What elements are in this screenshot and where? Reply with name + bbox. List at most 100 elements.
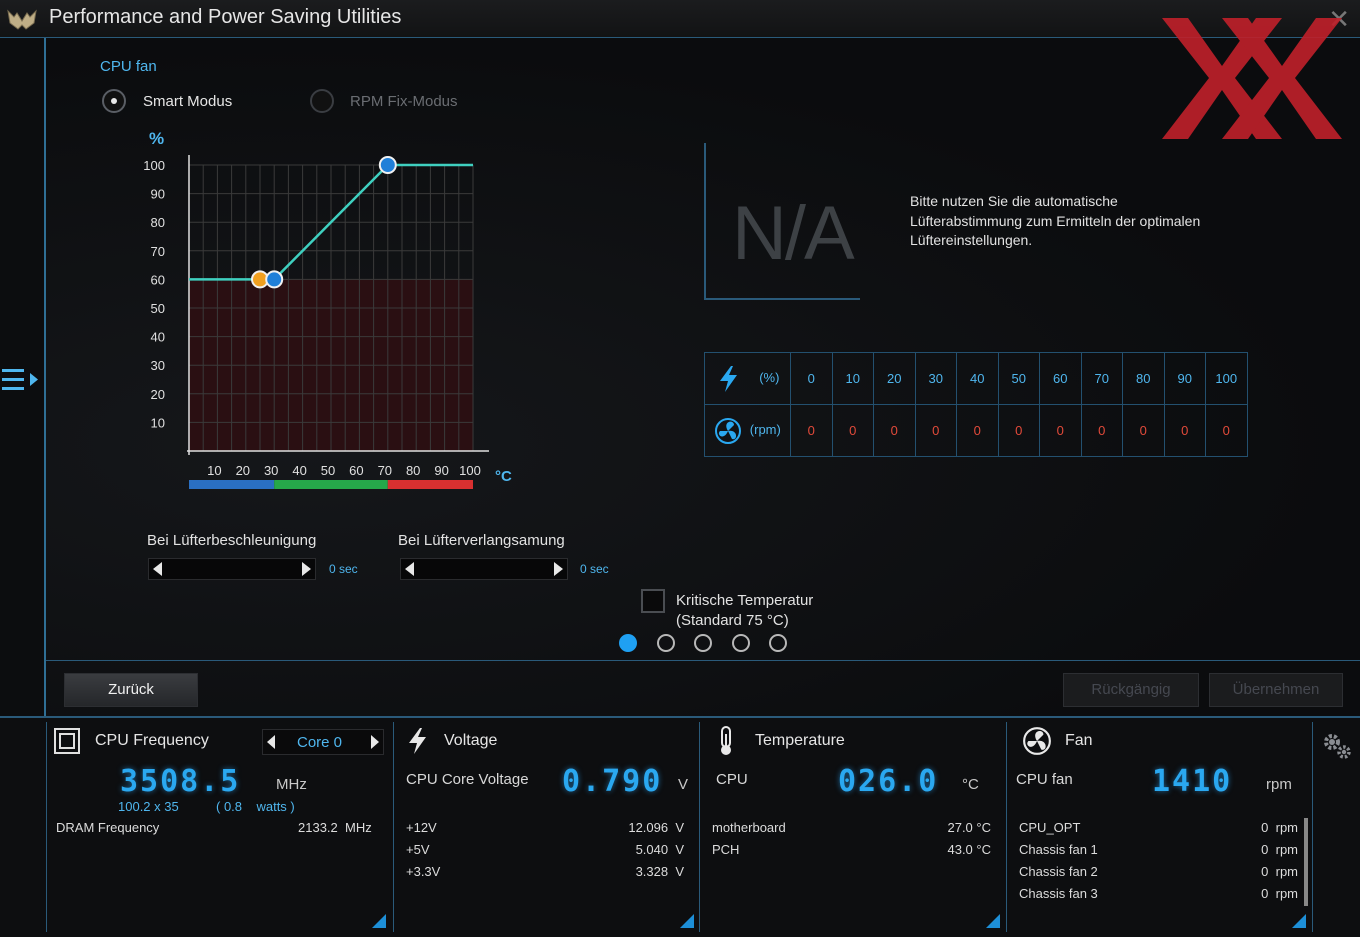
settings-gear-icon[interactable] (1320, 730, 1354, 764)
x-tick-label: 30 (264, 463, 278, 478)
rpm-unit: (rpm) (749, 421, 781, 437)
rpm-cell: 0 (1163, 404, 1206, 457)
rpm-cell: 0 (914, 404, 957, 457)
reading-label: Chassis fan 3 (1019, 886, 1098, 901)
core-prev-icon[interactable] (267, 735, 275, 749)
rpm-cell: 0 (997, 404, 1040, 457)
page-dot[interactable] (731, 634, 750, 652)
expand-corner-icon[interactable] (1292, 914, 1306, 928)
cpu-frequency-unit: MHz (276, 776, 307, 793)
page-dot[interactable] (769, 634, 787, 652)
percent-cell: 30 (914, 352, 957, 405)
expand-corner-icon[interactable] (372, 914, 386, 928)
y-tick-label: 80 (151, 215, 165, 230)
percent-unit: (%) (759, 369, 780, 385)
undo-button[interactable]: Rückgängig (1063, 673, 1199, 707)
percent-cell: 10 (831, 352, 874, 405)
y-tick-label: 20 (151, 387, 165, 402)
fan-icon (715, 417, 742, 444)
fan-section-label: CPU fan (100, 58, 157, 75)
percent-cell: 0 (790, 352, 833, 405)
y-tick-label: 60 (151, 272, 165, 287)
rpm-fix-mode-radio[interactable] (310, 89, 334, 113)
core-next-icon[interactable] (371, 735, 379, 749)
smart-mode-label[interactable]: Smart Modus (143, 93, 233, 110)
y-tick-label: 40 (151, 330, 165, 345)
accel-label: Bei Lüfterbeschleunigung (147, 532, 317, 549)
reading-value: 43.0 °C (947, 842, 991, 857)
page-dot[interactable] (694, 634, 712, 652)
lightning-icon (719, 365, 737, 392)
curve-handle[interactable] (378, 156, 397, 174)
decel-increase-icon[interactable] (554, 562, 563, 576)
temperature-title: Temperature (755, 732, 845, 749)
watermark-logo-icon (1162, 18, 1342, 139)
cpu-temp-label: CPU (716, 771, 748, 788)
y-tick-label: 90 (151, 187, 165, 202)
x-tick-label: 70 (378, 463, 392, 478)
percent-cell: 70 (1080, 352, 1123, 405)
accel-slider[interactable] (148, 558, 316, 580)
percent-cell: 20 (873, 352, 916, 405)
rpm-cell: 0 (831, 404, 874, 457)
reading-label: +12V (406, 820, 437, 835)
back-button[interactable]: Zurück (64, 673, 198, 707)
window-title: Performance and Power Saving Utilities (49, 6, 402, 28)
expand-menu-icon[interactable] (2, 367, 42, 393)
cpu-frequency-panel (46, 722, 394, 932)
y-axis-label: % (149, 129, 164, 148)
decel-slider[interactable] (400, 558, 568, 580)
cpu-power: ( 0.8 watts ) (216, 799, 295, 814)
reading-value: 27.0 °C (947, 820, 991, 835)
temperature-zone-bar (189, 480, 275, 489)
critical-temp-checkbox[interactable] (641, 589, 665, 613)
y-tick-label: 30 (151, 358, 165, 373)
curve-handle[interactable] (265, 270, 284, 289)
thermometer-icon (721, 726, 731, 755)
fan-curve-chart[interactable]: 100 90 80 70 60 50 40 30 20 10% 10 20 30 40 50 60 70 80 90… (130, 125, 530, 495)
voltage-panel (395, 722, 700, 932)
cpu-temp-value: 026.0 (838, 764, 939, 799)
y-tick-label: 100 (143, 158, 165, 173)
percent-cell: 50 (997, 352, 1040, 405)
cpu-chip-icon (54, 728, 80, 754)
page-dot[interactable] (656, 634, 675, 652)
expand-corner-icon[interactable] (986, 914, 1000, 928)
rpm-fix-mode-label[interactable]: RPM Fix-Modus (350, 93, 458, 110)
reading-label: PCH (712, 842, 740, 857)
reading-value: 0 rpm (1261, 820, 1298, 835)
fan-title: Fan (1065, 732, 1093, 749)
x-axis-label: °C (495, 468, 512, 485)
rpm-cell: 0 (956, 404, 999, 457)
decel-decrease-icon[interactable] (405, 562, 414, 576)
na-frame (704, 143, 860, 300)
x-tick-label: 100 (459, 463, 481, 478)
reading-value: 12.096 V (628, 820, 684, 835)
accel-increase-icon[interactable] (302, 562, 311, 576)
reading-label: +3.3V (406, 864, 441, 879)
y-tick-label: 70 (151, 244, 165, 259)
critical-temp-label: Kritische Temperatur (Standard 75 °C) (676, 591, 813, 631)
fan-list-scrollbar[interactable] (1304, 818, 1308, 906)
dram-frequency-value: 2133.2 MHz (298, 820, 372, 835)
reading-value: 0 rpm (1261, 886, 1298, 901)
button-bar-divider (46, 660, 1360, 661)
accel-decrease-icon[interactable] (153, 562, 162, 576)
reading-label: Chassis fan 1 (1019, 842, 1098, 857)
page-dot[interactable] (619, 634, 637, 652)
expand-corner-icon[interactable] (680, 914, 694, 928)
temperature-panel (701, 722, 1007, 932)
y-tick-label: 50 (151, 301, 165, 316)
cpu-ratio: 100.2 x 35 (118, 799, 179, 814)
critical-temp-line2: (Standard 75 °C) (676, 612, 789, 629)
reading-label: motherboard (712, 820, 786, 835)
core-selector[interactable]: Core 0 (262, 729, 384, 755)
percent-row-header: (%) (704, 352, 791, 405)
percent-cell: 80 (1122, 352, 1165, 405)
apply-button[interactable]: Übernehmen (1209, 673, 1343, 707)
cpu-temp-unit: °C (962, 776, 979, 793)
cpu-fan-value: 1410 (1152, 764, 1233, 799)
voltage-title: Voltage (444, 732, 498, 749)
smart-mode-radio[interactable] (102, 89, 126, 113)
tuning-hint-text: Bitte nutzen Sie die automatische Lüfter… (910, 193, 1201, 248)
